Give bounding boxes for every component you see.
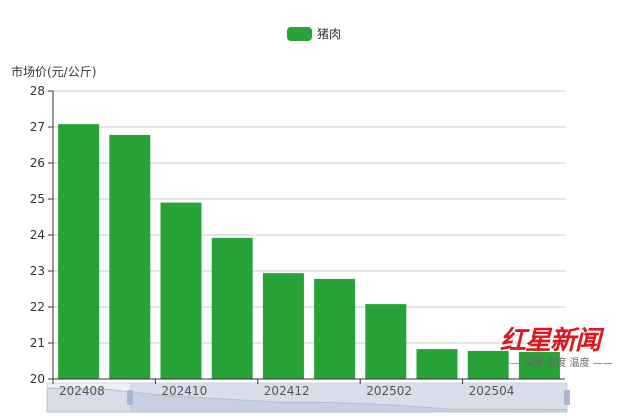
data-zoom-handle[interactable] (564, 390, 570, 405)
x-tick-label: 202408 (59, 384, 105, 398)
y-tick-label: 23 (30, 264, 45, 278)
bar (467, 350, 509, 379)
logo-slogan: —— 深度 态度 温度 —— (500, 358, 613, 369)
bar (262, 273, 304, 379)
y-tick-label: 28 (30, 84, 45, 98)
data-zoom-handle[interactable] (127, 390, 133, 405)
legend-label: 猪肉 (317, 27, 342, 41)
y-tick-label: 26 (30, 156, 45, 170)
legend-swatch (287, 26, 312, 41)
bar (518, 352, 560, 379)
legend-item[interactable]: 猪肉 (287, 25, 341, 42)
bar (58, 124, 100, 380)
y-tick-label: 24 (30, 228, 45, 242)
x-tick-label: 202502 (366, 384, 412, 398)
bar (314, 278, 356, 379)
y-tick-label: 21 (30, 336, 45, 350)
x-tick-label: 202410 (161, 384, 207, 398)
bar (416, 349, 458, 379)
x-tick-label: 202412 (264, 384, 310, 398)
bar (365, 304, 407, 379)
y-tick-label: 20 (30, 372, 45, 386)
y-tick-label: 25 (30, 192, 45, 206)
logo-text: 红星新闻 (500, 326, 601, 356)
bar (109, 134, 151, 379)
watermark-logo: 红星新闻 —— 深度 态度 温度 —— (500, 326, 628, 370)
y-axis-title: 市场价(元/公斤) (11, 65, 97, 79)
x-tick-label: 202504 (469, 384, 515, 398)
y-tick-label: 27 (30, 120, 45, 134)
y-tick-label: 22 (30, 300, 45, 314)
bar (211, 237, 253, 379)
bar (160, 202, 202, 379)
data-zoom-preview (46, 387, 568, 413)
